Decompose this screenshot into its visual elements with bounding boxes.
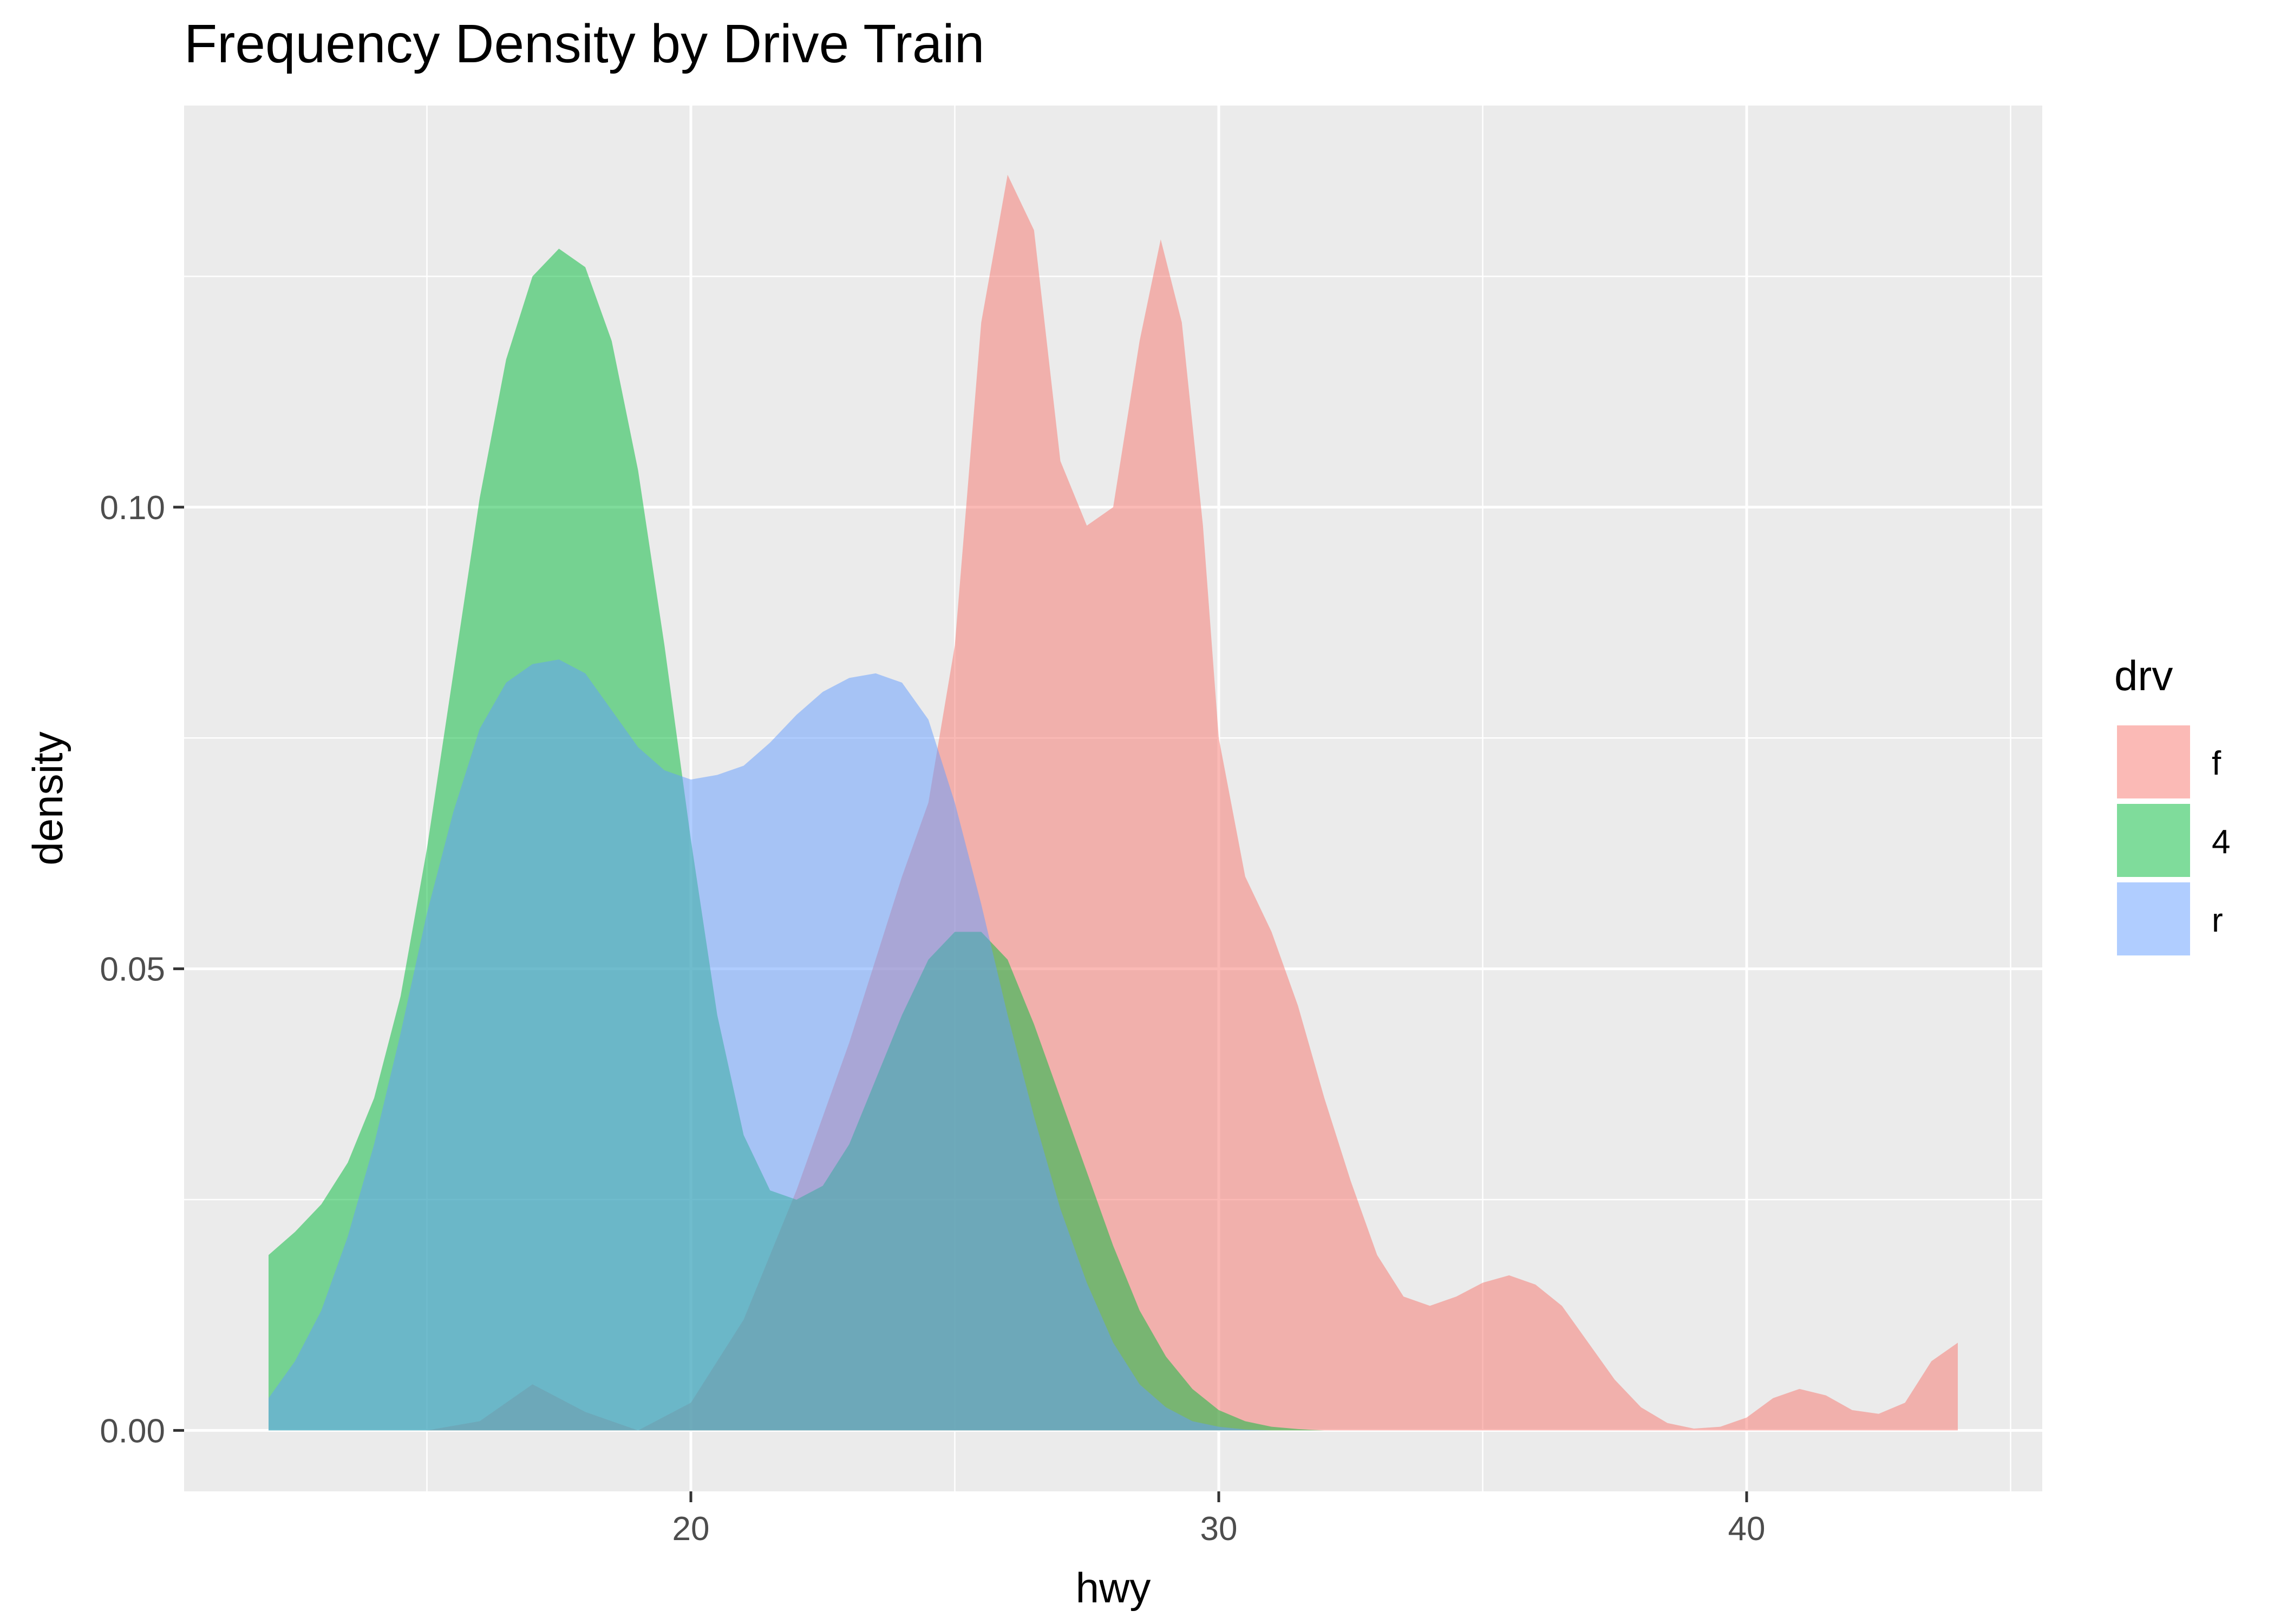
- density-area-r: [269, 659, 1272, 1431]
- legend: drv f 4 r: [2114, 652, 2230, 958]
- x-tick-label: 20: [672, 1510, 710, 1548]
- legend-label-f: f: [2212, 745, 2221, 782]
- legend-key-4: [2117, 804, 2190, 877]
- legend-key-r: [2117, 882, 2190, 955]
- y-axis-title: density: [24, 731, 71, 865]
- y-tick-label: 0.10: [100, 489, 165, 527]
- density-area-f: [269, 174, 1958, 1431]
- legend-label-4: 4: [2212, 823, 2230, 861]
- x-tick-label: 40: [1728, 1510, 1766, 1548]
- density-areas: [269, 174, 1958, 1431]
- y-tick-label: 0.05: [100, 951, 165, 988]
- legend-key-f: [2117, 725, 2190, 798]
- x-axis-title: hwy: [1076, 1564, 1151, 1612]
- x-tick-label: 30: [1200, 1510, 1238, 1548]
- axes: 20 30 40 0.00 0.05 0.10: [100, 489, 1765, 1548]
- legend-title: drv: [2114, 652, 2173, 699]
- legend-label-r: r: [2212, 902, 2223, 939]
- y-tick-label: 0.00: [100, 1412, 165, 1450]
- chart-title: Frequency Density by Drive Train: [184, 14, 984, 74]
